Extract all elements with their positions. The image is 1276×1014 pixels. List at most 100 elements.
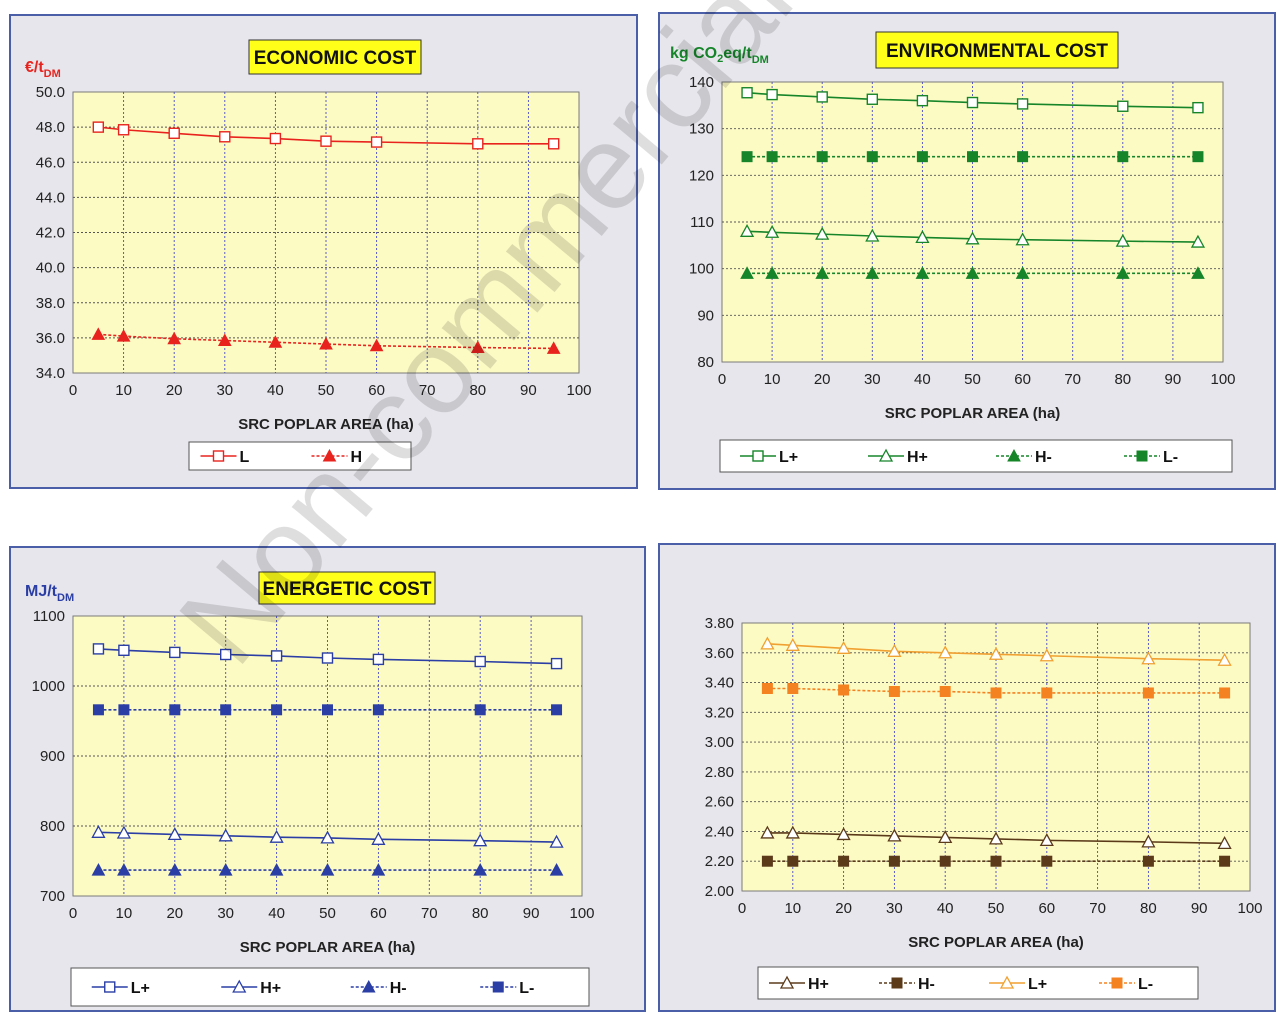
y-axis-label: kg CO2eq/tDM bbox=[670, 45, 769, 66]
x-tick-label: 30 bbox=[217, 905, 234, 922]
data-point-L+ bbox=[760, 636, 775, 650]
x-tick-label: 70 bbox=[1089, 900, 1106, 917]
x-tick-label: 70 bbox=[1064, 371, 1081, 388]
y-tick-label: 2.40 bbox=[705, 823, 734, 840]
x-tick-label: 90 bbox=[1165, 371, 1182, 388]
data-point-L- bbox=[741, 151, 753, 163]
data-point-L+ bbox=[474, 655, 486, 668]
data-point-L- bbox=[1117, 151, 1129, 163]
environmental-cost-panel: 0 10 20 30 40 50 60 70 80 90 100 80 90 100 110 120 130 14… bbox=[658, 12, 1276, 490]
data-point-L+ bbox=[118, 644, 130, 657]
x-tick-label: 0 bbox=[69, 382, 77, 399]
data-point-H+ bbox=[760, 825, 775, 839]
data-point-H- bbox=[740, 266, 754, 279]
data-point-H- bbox=[91, 863, 106, 876]
x-tick-label: 0 bbox=[738, 900, 746, 917]
data-point-L- bbox=[474, 704, 486, 716]
data-point-H bbox=[217, 333, 232, 347]
data-point-L+ bbox=[966, 96, 979, 109]
chart-svg: 0 10 20 30 40 50 60 70 80 90 100 700 800 900 1000 1100 S… bbox=[25, 571, 595, 1007]
data-point-H+ bbox=[371, 831, 386, 845]
x-tick-label: 60 bbox=[368, 382, 385, 399]
x-tick-label: 90 bbox=[1191, 900, 1208, 917]
data-point-H+ bbox=[915, 230, 930, 244]
legend-label-H+: H+ bbox=[808, 976, 829, 993]
y-axis-label-sub: DM bbox=[752, 54, 769, 66]
x-tick-label: 10 bbox=[116, 905, 133, 922]
legend-marker-H+ bbox=[779, 975, 795, 989]
data-point-H bbox=[546, 341, 561, 354]
data-point-L+ bbox=[938, 645, 953, 659]
x-tick-label: 30 bbox=[886, 900, 903, 917]
data-point-H- bbox=[1142, 855, 1154, 867]
y-tick-label: 120 bbox=[689, 167, 714, 184]
y-axis-label-sub: DM bbox=[44, 68, 61, 80]
data-point-H+ bbox=[836, 827, 851, 841]
y-tick-label: 42.0 bbox=[36, 225, 65, 242]
data-point-H- bbox=[549, 863, 564, 876]
x-tick-label: 80 bbox=[1114, 371, 1131, 388]
data-point-H+ bbox=[739, 223, 755, 237]
x-tick-label: 50 bbox=[318, 382, 335, 399]
data-point-H+ bbox=[965, 231, 980, 245]
data-point-L+ bbox=[887, 643, 902, 657]
data-point-L+ bbox=[1192, 101, 1204, 114]
data-point-L- bbox=[372, 704, 384, 716]
data-point-H- bbox=[1115, 266, 1130, 279]
data-point-L- bbox=[1192, 151, 1204, 163]
data-point-H+ bbox=[218, 828, 233, 842]
data-point-L- bbox=[1142, 687, 1154, 699]
data-point-H+ bbox=[1217, 835, 1232, 850]
economic-cost-panel: 0 10 20 30 40 50 60 70 80 90 100 34.0 36.0 38.0 40.0 42… bbox=[9, 14, 638, 489]
data-point-H- bbox=[990, 855, 1002, 867]
x-tick-label: 100 bbox=[1237, 900, 1262, 917]
data-point-H bbox=[91, 327, 106, 340]
data-point-L+ bbox=[785, 637, 800, 651]
data-point-H+ bbox=[815, 226, 830, 240]
energetic-cost-panel: 0 10 20 30 40 50 60 70 80 90 100 700 800 900 1000 1100 S… bbox=[9, 546, 646, 1012]
x-tick-label: 100 bbox=[1210, 371, 1235, 388]
data-point-H- bbox=[117, 863, 131, 876]
data-point-H+ bbox=[765, 224, 780, 238]
data-point-L- bbox=[761, 683, 773, 695]
legend-label-H+: H+ bbox=[907, 449, 928, 466]
y-tick-label: 46.0 bbox=[36, 154, 65, 171]
data-point-L bbox=[92, 121, 105, 133]
legend-marker-L+ bbox=[999, 975, 1015, 989]
data-point-L+ bbox=[1016, 98, 1029, 110]
data-point-L- bbox=[322, 704, 333, 716]
data-point-H- bbox=[965, 266, 980, 279]
data-point-H- bbox=[371, 863, 386, 876]
data-point-L- bbox=[939, 685, 951, 697]
y-tick-label: 34.0 bbox=[36, 365, 65, 382]
y-axis-label-sub: DM bbox=[57, 592, 74, 604]
data-point-H bbox=[116, 329, 131, 342]
chart-title: ENERGETIC COST bbox=[263, 579, 432, 600]
legend-label-L+: L+ bbox=[779, 449, 798, 466]
x-tick-label: 40 bbox=[914, 371, 931, 388]
y-tick-label: 110 bbox=[690, 214, 714, 231]
x-tick-label: 70 bbox=[419, 382, 436, 399]
legend-label-H-: H- bbox=[1035, 449, 1052, 466]
y-tick-label: 2.80 bbox=[705, 764, 734, 781]
data-point-H- bbox=[939, 855, 951, 867]
data-point-H- bbox=[218, 863, 233, 876]
data-point-H+ bbox=[1015, 232, 1030, 246]
data-point-H- bbox=[320, 863, 335, 876]
data-point-H- bbox=[865, 266, 880, 279]
data-point-L+ bbox=[1217, 652, 1232, 666]
data-point-L+ bbox=[816, 91, 828, 103]
data-point-L- bbox=[1041, 687, 1053, 699]
chart-title: ENVIRONMENTAL COST bbox=[886, 41, 1108, 62]
data-point-L+ bbox=[321, 652, 334, 664]
data-point-L- bbox=[1219, 687, 1231, 699]
x-tick-label: 30 bbox=[216, 382, 233, 399]
chart-title-box bbox=[875, 31, 1119, 69]
x-tick-label: 90 bbox=[523, 905, 540, 922]
x-tick-label: 20 bbox=[814, 371, 831, 388]
y-tick-label: 38.0 bbox=[36, 295, 65, 312]
chart-svg: 0 10 20 30 40 50 60 70 80 90 100 80 90 100 110 120 130 14… bbox=[670, 31, 1236, 473]
y-tick-label: 900 bbox=[40, 748, 65, 765]
y-tick-label: 3.80 bbox=[705, 615, 734, 632]
data-point-L- bbox=[816, 151, 828, 163]
